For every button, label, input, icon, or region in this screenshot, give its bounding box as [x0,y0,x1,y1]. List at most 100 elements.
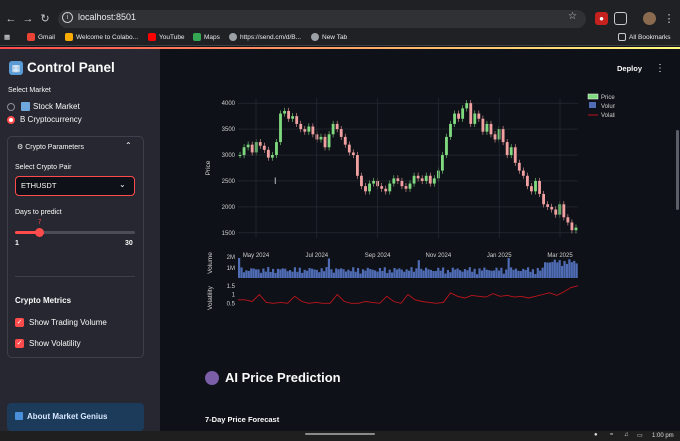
volume-bar [344,271,348,278]
extension-icon[interactable]: ● [595,12,608,25]
volume-bar [427,269,430,278]
volume-bar [284,268,287,278]
volume-bar [357,267,360,278]
cryptocurrency-label[interactable]: B Cryptocurrency [20,115,82,124]
candle [283,110,286,114]
candle [262,145,266,150]
reload-icon[interactable]: ↻ [40,13,50,25]
deploy-button[interactable]: Deploy [617,64,643,73]
legend-label-price: Price [601,95,615,101]
volume-icon[interactable]: ♫ [624,432,629,438]
volume-bar [361,269,365,278]
apps-grid-icon[interactable]: ▦ [4,34,11,41]
volume-bar [337,269,340,278]
trading-volume-label[interactable]: Show Trading Volume [29,318,107,327]
bookmark-gmail[interactable]: Gmail [27,32,55,44]
app-menu-icon[interactable]: ⋮ [655,63,665,74]
volume-bar [510,267,513,278]
bookmark-star-icon[interactable]: ☆ [568,11,577,22]
volume-bar [415,268,418,278]
all-bookmarks[interactable]: All Bookmarks [618,32,671,44]
volume-bar [544,262,547,278]
clock[interactable]: 1:00 pm [652,433,674,439]
candle [384,188,388,192]
chevron-up-icon[interactable]: ⌃ [125,141,132,150]
volume-bar [255,269,258,278]
chart-icon [21,102,30,111]
candle [279,113,282,143]
slider-value: 7 [37,220,42,226]
address-bar[interactable] [58,10,586,28]
bookmark-new-tab[interactable]: New Tab [311,32,347,44]
extensions-puzzle-icon[interactable] [614,12,627,25]
candle [461,108,465,119]
volume-bar [454,269,457,278]
site-info-icon[interactable]: i [62,12,73,23]
volume-bar [456,268,459,278]
candle [360,175,363,187]
scrollbar[interactable] [676,130,679,210]
crypto-pair-select[interactable] [15,176,135,196]
volume-bar [570,262,573,278]
checkbox-trading-volume[interactable]: ✓ [15,318,24,327]
battery-icon[interactable]: ▭ [637,433,643,439]
volume-bar [376,271,379,278]
wifi-icon[interactable]: ≈ [610,432,614,438]
profile-avatar[interactable] [643,12,656,25]
volume-bar [505,269,508,278]
candle [432,178,436,184]
candle [465,103,469,109]
volume-bar [529,271,532,278]
volume-bar [281,268,284,278]
candle [295,116,299,124]
candle [270,155,274,158]
volume-bar [400,269,403,278]
volume-bar [318,272,321,278]
bookmark-maps[interactable]: Maps [193,32,220,44]
browser-menu-icon[interactable]: ⋮ [663,13,675,25]
bookmark-label: YouTube [159,34,185,41]
info-icon [15,412,23,420]
bookmark-send[interactable]: https://send.cm/d/B... [229,32,301,44]
expander-header[interactable]: ⚙ Crypto Parameters [17,143,84,151]
globe-icon [311,33,319,42]
slider-min: 1 [15,240,19,247]
volume-bar [359,273,362,278]
volume-bar [264,271,267,278]
days-slider-track[interactable] [15,231,135,234]
url-text[interactable]: localhost:8501 [78,12,137,22]
volume-bar [408,270,411,278]
candle [440,155,444,171]
days-label: Days to predict [15,209,62,216]
candle [546,204,550,207]
bookmark-colab[interactable]: Welcome to Colabo... [65,32,138,44]
candle [420,178,424,181]
back-icon[interactable]: ← [5,13,17,25]
volume-bar [242,272,246,278]
main-content [160,49,680,431]
bookmark-label: Welcome to Colabo... [76,34,139,41]
radio-stock-market[interactable] [7,103,15,111]
chevron-down-icon[interactable]: ⌄ [119,180,126,189]
candle [311,126,315,135]
stock-market-label[interactable]: Stock Market [33,102,80,111]
checkbox-volatility[interactable]: ✓ [15,339,24,348]
volume-bar [539,270,542,278]
bookmark-youtube[interactable]: YouTube [148,32,185,44]
volatility-label[interactable]: Show Volatility [29,339,81,348]
mic-icon[interactable]: ● [594,432,598,438]
candle [473,113,477,124]
candle [505,142,509,156]
crypto-pair-value[interactable]: ETHUSDT [21,181,57,190]
candle [554,209,558,215]
candle [299,123,303,130]
volume-bar [459,270,462,278]
radio-cryptocurrency[interactable] [7,116,15,124]
volume-bar [422,270,425,278]
candle [509,147,513,156]
volume-bar [403,271,406,278]
days-slider-thumb[interactable] [35,228,45,237]
volume-bar [395,269,399,278]
forward-icon[interactable]: → [22,13,34,25]
